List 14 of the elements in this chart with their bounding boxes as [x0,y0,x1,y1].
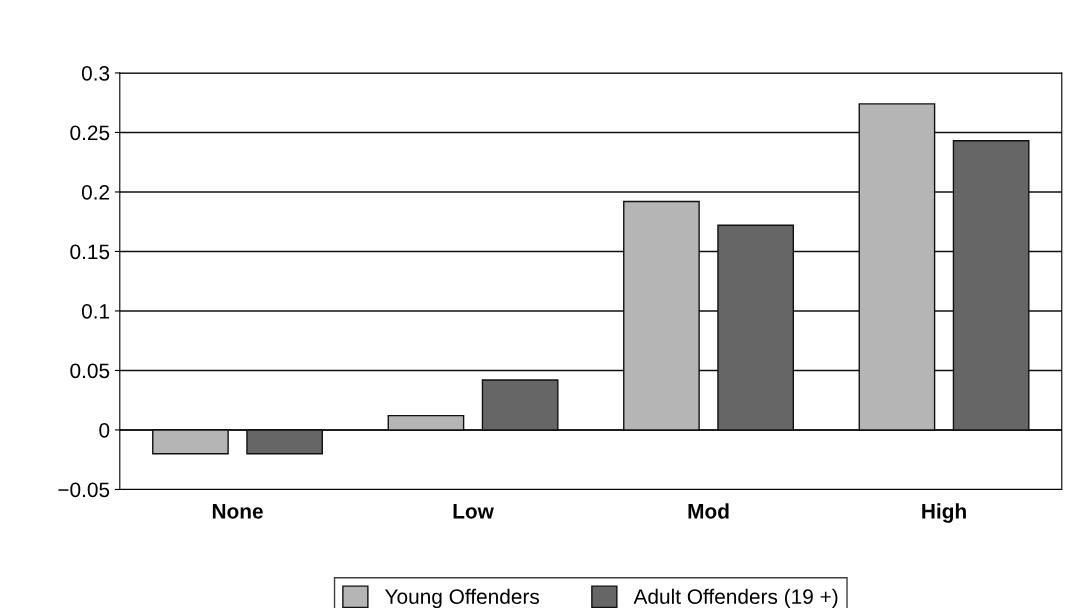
y-tick-label: 0 [99,422,110,438]
y-tick-label: 0.3 [81,65,110,81]
legend-label: Young Offenders [385,588,540,608]
y-tick-label: 0.05 [70,363,110,379]
y-tick-label: −0.05 [58,482,110,498]
x-tick-label: None [212,504,263,519]
legend-label: Adult Offenders (19 +) [633,588,838,608]
x-tick-label: High [922,503,966,523]
y-tick-label: 0.15 [70,244,110,260]
y-tick-label: 0.2 [81,184,110,200]
y-tick-label: 0.1 [81,303,110,319]
x-tick-label: Low [453,504,494,519]
x-tick-label: Mod [688,503,729,519]
y-tick-label: 0.25 [70,125,110,141]
